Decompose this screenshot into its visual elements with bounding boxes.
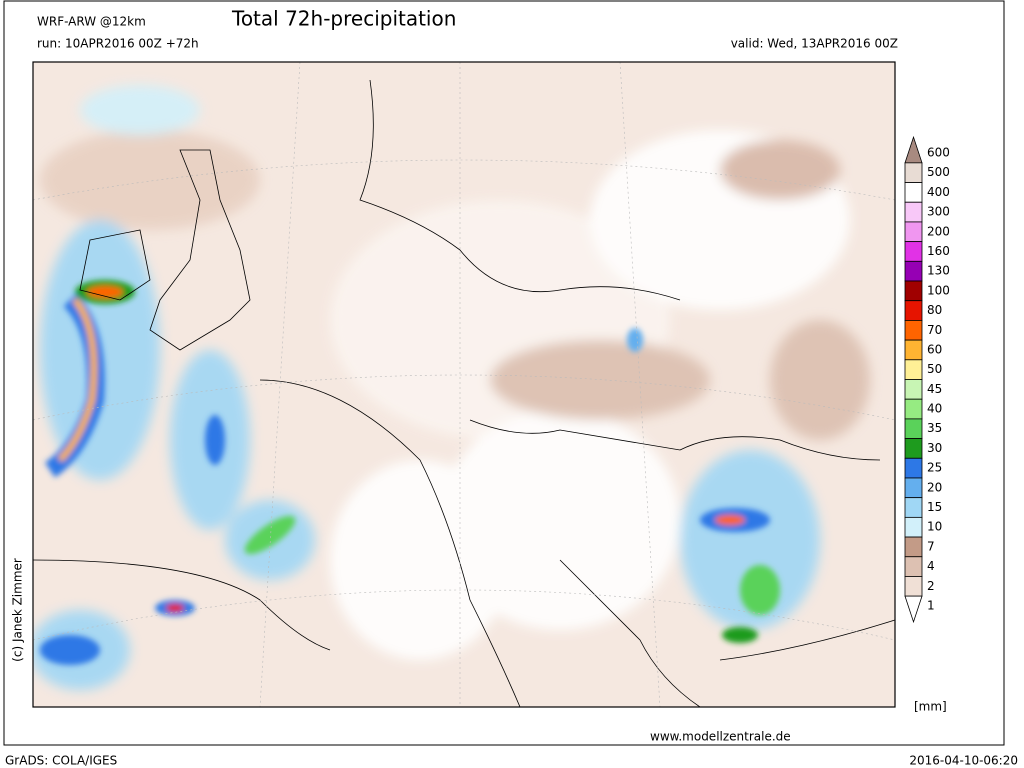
legend-swatch [904,241,923,262]
legend-label: 50 [927,362,942,376]
legend-label: 130 [927,264,950,278]
legend-label: 200 [927,224,950,238]
legend-swatch [904,556,923,577]
legend-swatch [904,221,923,243]
frame [3,0,1005,746]
legend-label: 15 [927,500,942,514]
legend-label: 100 [927,283,950,297]
legend-label: 70 [927,323,942,337]
valid-label: valid: Wed, 13APR2016 00Z [731,37,898,51]
legend-swatch [904,576,923,597]
color-legend: 600 500 400 300 200 160 130 100 80 70 60 50 45 40 35 30… [904,135,950,624]
legend-label: 35 [927,421,942,435]
legend-swatch [904,300,923,321]
legend-label: 25 [927,461,942,475]
website: www.modellzentrale.de [650,730,791,744]
legend-swatch [904,379,923,400]
legend-swatch [904,398,923,420]
legend-swatch [904,438,923,459]
legend-label: 40 [927,402,942,416]
legend-swatch [904,135,923,164]
legend-swatch [904,320,923,341]
legend-unit: [mm] [914,700,947,714]
legend-label: 4 [927,559,935,573]
legend-label: 2 [927,579,935,593]
legend-label: 500 [927,165,950,179]
legend-label: 20 [927,480,942,494]
legend-label: 45 [927,382,942,396]
legend-label: 300 [927,205,950,219]
credit: (c) Janek Zimmer [11,558,25,662]
legend-label: 400 [927,185,950,199]
legend-swatch [904,477,923,499]
legend-swatch [904,595,923,624]
model-label: WRF-ARW @12km [37,15,146,29]
legend-swatch [904,457,923,479]
run-label: run: 10APR2016 00Z +72h [37,37,199,51]
legend-label: 10 [927,520,942,534]
legend-label: 30 [927,441,942,455]
legend-label: 80 [927,303,942,317]
legend-swatch [904,536,923,558]
software-credit: GrADS: COLA/IGES [5,754,117,768]
legend-swatch [904,182,923,203]
legend-swatch [904,359,923,380]
legend-swatch [904,280,923,302]
map-border [32,61,896,708]
timestamp: 2016-04-10-06:20 [909,754,1018,768]
legend-swatch [904,497,923,518]
legend-label: 60 [927,342,942,356]
legend-swatch [904,162,923,183]
legend-swatch [904,260,923,282]
legend-label: 600 [927,146,950,160]
legend-label: 1 [927,599,935,613]
legend-label: 7 [927,539,935,553]
legend-swatch [904,516,923,538]
legend-swatch [904,201,923,223]
legend-swatch [904,418,923,439]
legend-swatch [904,339,923,361]
precipitation-map [33,62,895,707]
map-title: Total 72h-precipitation [231,7,456,31]
legend-label: 160 [927,244,950,258]
